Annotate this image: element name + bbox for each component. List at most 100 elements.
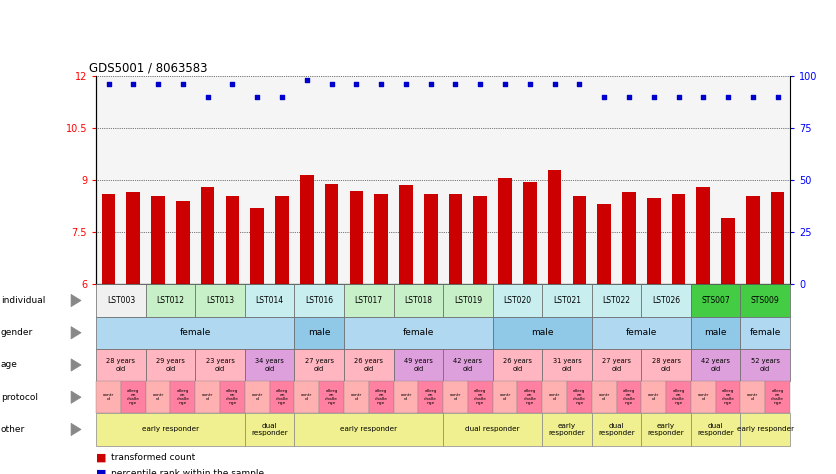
Text: STS007: STS007 <box>701 296 730 305</box>
Text: 49 years
old: 49 years old <box>404 358 433 372</box>
Text: LST026: LST026 <box>652 296 681 305</box>
Text: percentile rank within the sample: percentile rank within the sample <box>111 470 264 474</box>
Point <box>473 81 487 88</box>
Text: LST016: LST016 <box>305 296 334 305</box>
Text: early
responder: early responder <box>648 423 685 436</box>
Bar <box>671 194 686 284</box>
Text: transformed count: transformed count <box>111 453 196 462</box>
Text: female: female <box>403 328 434 337</box>
Bar <box>696 187 710 284</box>
Text: allerg
en
challe
nge: allerg en challe nge <box>573 389 586 405</box>
Text: ■: ■ <box>96 469 110 474</box>
Bar <box>473 196 487 284</box>
Text: LST019: LST019 <box>454 296 482 305</box>
Text: 34 years
old: 34 years old <box>255 358 284 372</box>
Text: 29 years
old: 29 years old <box>156 358 185 372</box>
Point <box>201 93 214 100</box>
Point <box>275 93 288 100</box>
Point <box>126 81 140 88</box>
Point <box>375 81 388 88</box>
Point <box>400 81 413 88</box>
Bar <box>324 183 339 284</box>
Text: other: other <box>1 425 25 434</box>
Text: contr
ol: contr ol <box>450 393 461 401</box>
Point <box>721 93 735 100</box>
Text: allerg
en
challe
nge: allerg en challe nge <box>523 389 537 405</box>
Text: LST018: LST018 <box>405 296 432 305</box>
Text: 27 years
old: 27 years old <box>602 358 631 372</box>
Text: dual
responder: dual responder <box>599 423 635 436</box>
Text: LST022: LST022 <box>603 296 630 305</box>
Bar <box>573 196 586 284</box>
Bar <box>548 170 562 284</box>
Text: 23 years
old: 23 years old <box>206 358 234 372</box>
Bar <box>349 191 363 284</box>
Text: LST013: LST013 <box>206 296 234 305</box>
Text: 27 years
old: 27 years old <box>304 358 334 372</box>
Point <box>498 81 512 88</box>
Text: 31 years
old: 31 years old <box>553 358 581 372</box>
Bar <box>647 198 660 284</box>
Point <box>523 81 537 88</box>
Text: allerg
en
challe
nge: allerg en challe nge <box>325 389 338 405</box>
Text: 52 years
old: 52 years old <box>751 358 780 372</box>
Bar <box>399 185 413 284</box>
Text: STS009: STS009 <box>751 296 780 305</box>
Point <box>226 81 239 88</box>
Point <box>548 81 561 88</box>
Text: allerg
en
challe
nge: allerg en challe nge <box>127 389 140 405</box>
Text: contr
ol: contr ol <box>747 393 758 401</box>
Text: male: male <box>531 328 553 337</box>
Text: male: male <box>308 328 330 337</box>
Bar <box>523 182 537 284</box>
Text: allerg
en
challe
nge: allerg en challe nge <box>375 389 388 405</box>
Bar <box>375 194 388 284</box>
Text: age: age <box>1 361 18 369</box>
Text: early responder: early responder <box>142 427 199 432</box>
Text: protocol: protocol <box>1 393 38 401</box>
Text: 42 years
old: 42 years old <box>701 358 730 372</box>
Text: allerg
en
challe
nge: allerg en challe nge <box>771 389 784 405</box>
Text: contr
ol: contr ol <box>400 393 411 401</box>
Text: allerg
en
challe
nge: allerg en challe nge <box>176 389 190 405</box>
Point <box>672 93 686 100</box>
Point <box>349 81 363 88</box>
Text: contr
ol: contr ol <box>301 393 313 401</box>
Text: 42 years
old: 42 years old <box>453 358 482 372</box>
Text: contr
ol: contr ol <box>351 393 362 401</box>
Text: LST003: LST003 <box>107 296 135 305</box>
Point <box>102 81 115 88</box>
Text: LST021: LST021 <box>553 296 581 305</box>
Text: contr
ol: contr ol <box>698 393 709 401</box>
Text: contr
ol: contr ol <box>103 393 115 401</box>
Bar <box>300 175 314 284</box>
Text: early responder: early responder <box>340 427 397 432</box>
Bar <box>498 178 512 284</box>
Bar <box>622 192 635 284</box>
Bar <box>251 208 264 284</box>
Text: allerg
en
challe
nge: allerg en challe nge <box>623 389 635 405</box>
Bar <box>176 201 190 284</box>
Bar <box>201 187 215 284</box>
Bar <box>126 192 140 284</box>
Text: early responder: early responder <box>737 427 794 432</box>
Text: gender: gender <box>1 328 33 337</box>
Bar <box>771 192 784 284</box>
Text: dual
responder: dual responder <box>697 423 734 436</box>
Text: contr
ol: contr ol <box>202 393 213 401</box>
Bar <box>746 196 760 284</box>
Text: dual responder: dual responder <box>466 427 520 432</box>
Text: LST012: LST012 <box>156 296 185 305</box>
Text: LST020: LST020 <box>503 296 532 305</box>
Text: male: male <box>705 328 727 337</box>
Bar <box>226 196 239 284</box>
Point <box>747 93 760 100</box>
Text: LST014: LST014 <box>256 296 283 305</box>
Point <box>771 93 784 100</box>
Text: female: female <box>625 328 657 337</box>
Text: contr
ol: contr ol <box>599 393 609 401</box>
Text: contr
ol: contr ol <box>152 393 164 401</box>
Text: contr
ol: contr ol <box>252 393 263 401</box>
Text: 26 years
old: 26 years old <box>354 358 383 372</box>
Text: allerg
en
challe
nge: allerg en challe nge <box>721 389 735 405</box>
